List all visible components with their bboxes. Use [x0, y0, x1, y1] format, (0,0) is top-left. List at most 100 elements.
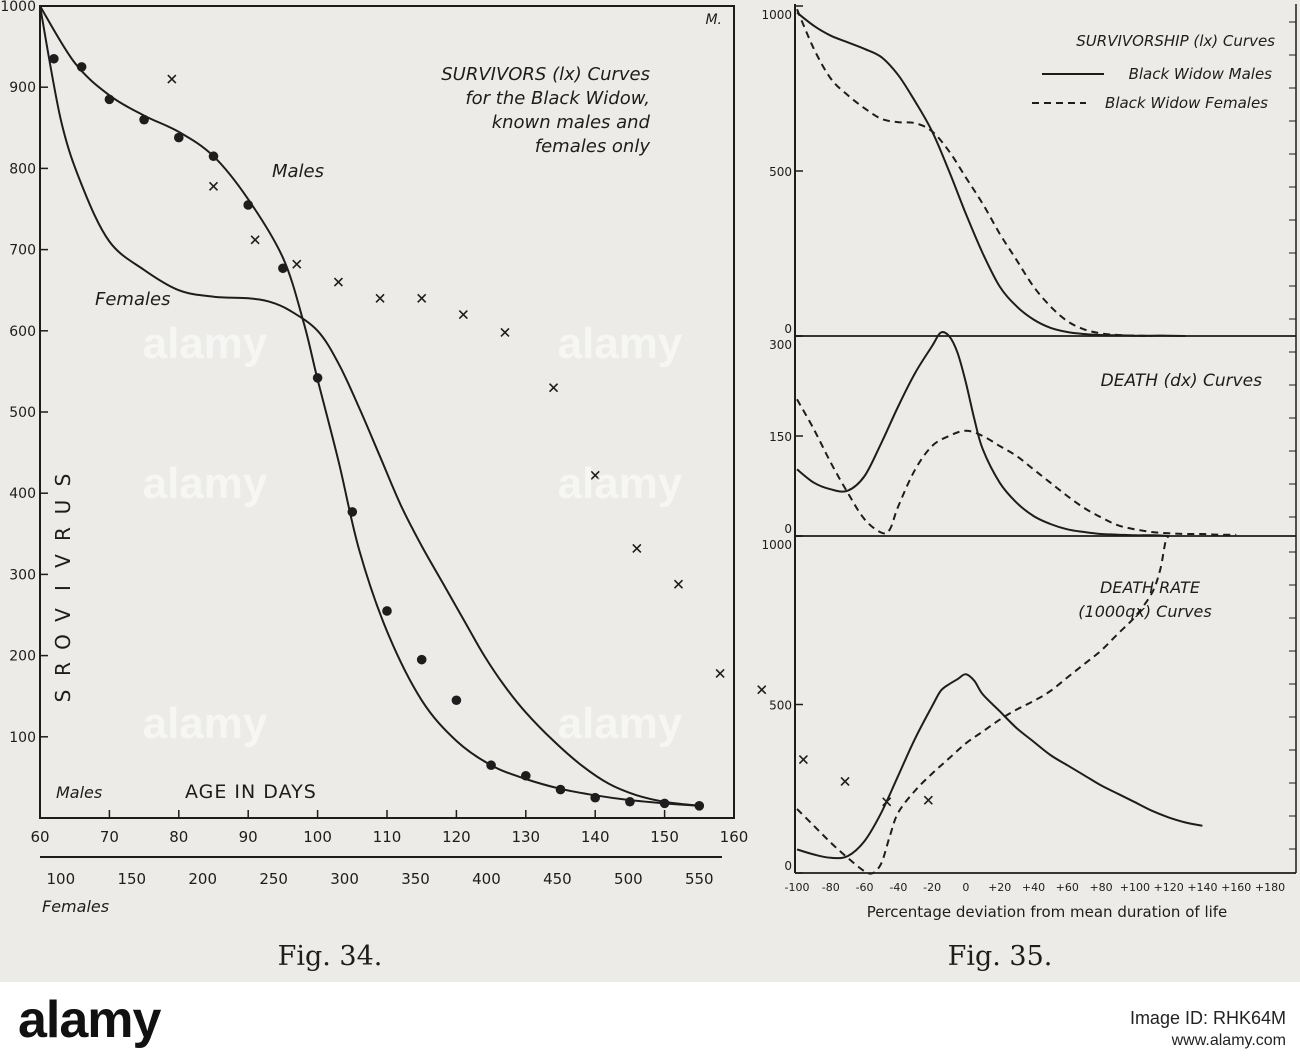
fig34-y-tick-label: 300: [9, 567, 36, 583]
fig34-point-females: [923, 795, 933, 805]
fig34-x-tick-label-females: 300: [330, 870, 359, 888]
watermark-text: alamy: [558, 319, 683, 368]
fig34-point-females: [673, 579, 684, 589]
fig34-x-tick-label-males: 110: [373, 828, 402, 846]
fig34-xlabel: AGE IN DAYS: [185, 781, 317, 803]
fig34-y-tick-label: 800: [9, 161, 36, 177]
fig34-x-tick-label-females: 550: [685, 870, 714, 888]
watermark-text: alamy: [143, 319, 268, 368]
fig34-point-males: [382, 606, 392, 616]
fig35-curve-solid-panel1: [796, 11, 1186, 337]
fig35-x-tick-label: +180: [1255, 881, 1285, 894]
fig35-y-tick-label: 300: [769, 338, 792, 352]
fig34-x-tick-label-males: 100: [303, 828, 332, 846]
fig35-curve-dashed-panel3: [796, 535, 1170, 875]
fig34-point-males: [312, 373, 323, 383]
fig34-point-males: [486, 760, 496, 771]
fig34-point-males: [104, 94, 115, 105]
fig34-curve-label-males: Males: [272, 161, 324, 182]
fig34-x-tick-label-females: 350: [401, 870, 430, 888]
watermark-text: alamy: [558, 459, 683, 508]
watermark-text: alamy: [558, 699, 683, 748]
fig34-y-tick-label: 100: [9, 730, 36, 746]
fig34-x-tick-label-females: 500: [614, 870, 643, 888]
fig35-caption: Fig. 35.: [948, 941, 1053, 972]
fig34-point-females: [840, 776, 850, 787]
fig34-ylabel-letter: V: [51, 554, 75, 568]
fig34-x-tick-label-females: 450: [543, 870, 572, 888]
fig34-ylabel-letter: O: [51, 634, 75, 650]
fig34-title-line: for the Black Widow,: [465, 88, 650, 109]
fig34-point-males: [521, 770, 531, 781]
fig34-x-tick-label-males: 70: [100, 828, 119, 846]
fig34-x-tick-label-females: 100: [46, 870, 75, 888]
fig34-x-tick-label-females: 400: [472, 870, 501, 888]
fig34-point-males: [659, 798, 670, 809]
fig34-x2label: Females: [42, 897, 109, 916]
fig34-point-females: [250, 235, 260, 245]
fig34-title-line: known males and: [492, 112, 651, 133]
fig34-title-line: females only: [535, 136, 651, 157]
fig34-y-tick-label: 500: [9, 405, 36, 421]
fig34-y-tick-label: 600: [9, 324, 36, 340]
fig34-x-tick-label-males: 130: [511, 828, 540, 846]
fig34-caption: Fig. 34.: [278, 941, 383, 972]
fig34-title-line: SURVIVORS (lx) Curves: [441, 64, 650, 85]
fig34-point-males: [278, 263, 288, 274]
fig35-x-tick-label: -80: [822, 881, 840, 894]
fig34-curve-males: [39, 5, 700, 807]
fig34-x-tick-label-females: 150: [117, 870, 146, 888]
fig34-point-males: [555, 784, 566, 795]
fig35-legend-dashed-label: Black Widow Females: [1105, 94, 1268, 112]
fig34-point-males: [451, 695, 462, 706]
fig35-x-tick-label: -20: [923, 881, 941, 894]
fig35-curve-solid-panel3: [796, 673, 1203, 860]
fig35-x-tick-label: +20: [988, 881, 1011, 894]
fig34-y-tick-label: 400: [9, 486, 36, 502]
fig35-x-tick-label: -100: [785, 881, 810, 894]
fig34-point-females: [715, 668, 725, 679]
fig35-curve-dashed-panel1: [796, 8, 1152, 337]
fig34-x-tick-label-males: 160: [720, 828, 749, 846]
fig34-ylabel-letter: S: [51, 690, 75, 703]
fig34-corner-mark: M.: [705, 12, 722, 28]
fig34-ylabel-letter: U: [51, 500, 75, 515]
figure-canvas: 1002003004005006007008009001000SURVIVORS…: [0, 0, 1297, 972]
fig34-point-females: [375, 293, 385, 303]
fig35-curve-solid-panel2: [796, 331, 1169, 537]
fig35-xlabel: Percentage deviation from mean duration …: [867, 903, 1228, 921]
fig34-point-females: [458, 309, 468, 320]
fig34-y-tick-label: 200: [9, 649, 36, 665]
fig34-x-tick-label-males: 150: [650, 828, 679, 846]
fig35-y-tick-label: 150: [769, 430, 792, 444]
fig35-x-tick-label: 0: [962, 881, 969, 894]
fig34-point-males: [139, 114, 149, 125]
fig34-x-tick-label-males: 60: [30, 828, 49, 846]
fig35-x-tick-label: +60: [1056, 881, 1079, 894]
fig34-y-tick-label: 1000: [0, 0, 36, 15]
fig34-point-males: [347, 507, 358, 517]
fig34-point-females: [798, 754, 808, 765]
fig34-x-tick-label-females: 250: [259, 870, 288, 888]
fig35-panel3-title-line1: DEATH RATE: [1100, 578, 1201, 597]
fig34-curve-label-females: Females: [95, 289, 170, 310]
fig35-curve-dashed-panel2: [796, 398, 1237, 536]
watermark-text: alamy: [143, 459, 268, 508]
fig35-x-tick-label: -40: [889, 881, 907, 894]
fig35-y-tick-label: 0: [784, 522, 792, 536]
fig34-y-tick-label: 900: [9, 80, 36, 96]
fig34-ylabel-letter: R: [51, 662, 75, 676]
fig34-ylabel-letter: V: [51, 608, 75, 622]
banner-logo: alamy: [18, 991, 161, 1049]
fig34-x-tick-label-males: 140: [581, 828, 610, 846]
fig35-x-tick-label: +140: [1187, 881, 1217, 894]
fig34-x-tick-label-males: 120: [442, 828, 471, 846]
fig34-point-females: [757, 685, 767, 695]
fig35-x-tick-label: +160: [1221, 881, 1251, 894]
fig34-point-females: [548, 383, 559, 393]
fig34-point-males: [625, 796, 635, 807]
fig34-ylabel-letter: R: [51, 527, 75, 541]
fig34-y-tick-label: 700: [9, 243, 36, 259]
fig35-y-tick-label: 0: [784, 859, 792, 873]
fig34-point-females: [333, 277, 343, 287]
